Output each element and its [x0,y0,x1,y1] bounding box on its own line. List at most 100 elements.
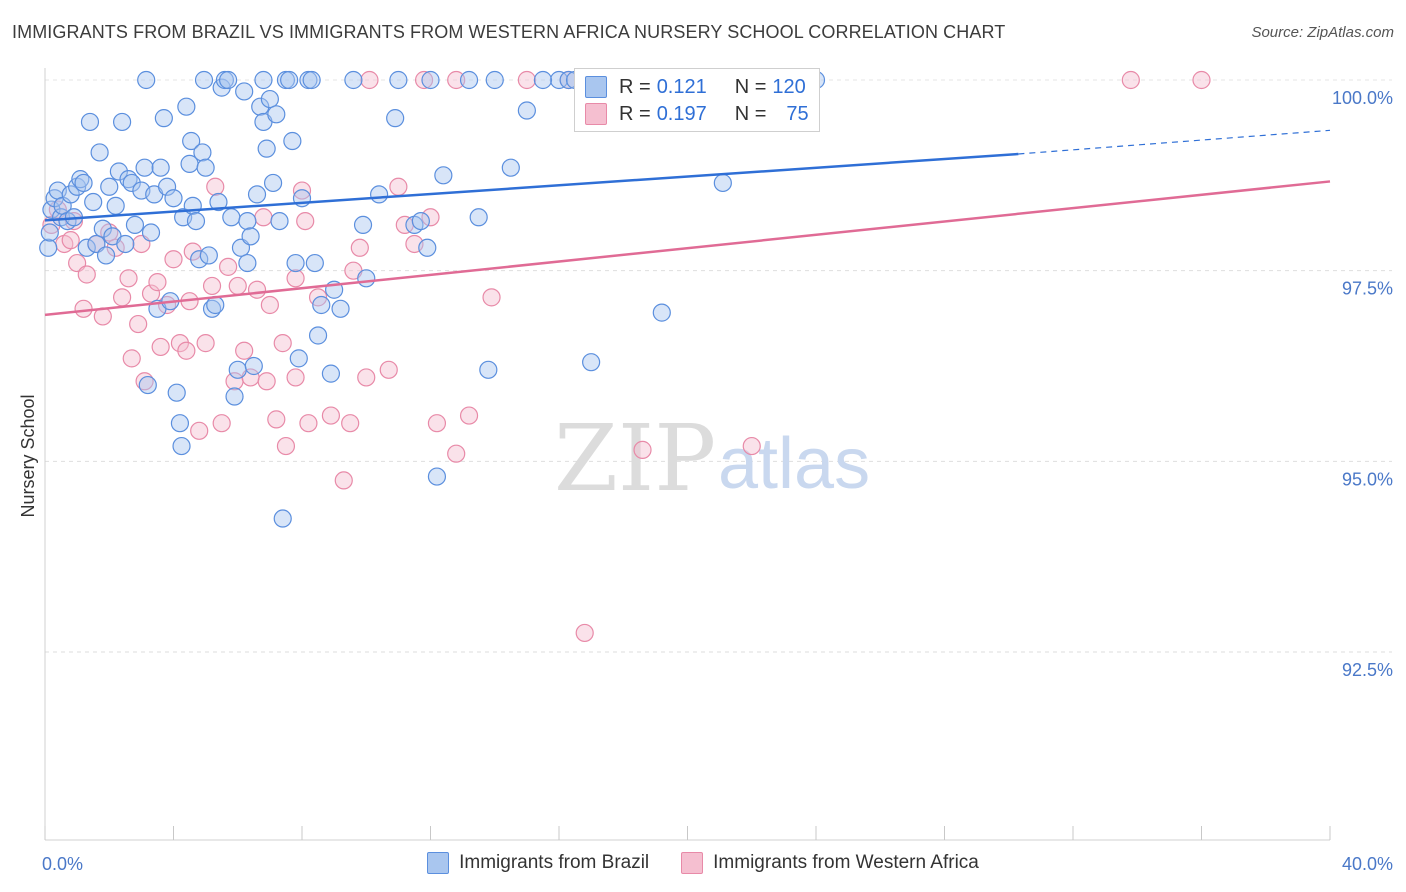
brazil-point [164,189,183,208]
western-africa-point [61,231,80,250]
western-africa-point [141,284,161,303]
brazil-point [209,192,228,212]
brazil-point [308,326,328,345]
brazil-point [238,253,257,273]
western-africa-point [299,414,318,433]
brazil-point [254,70,273,90]
western-africa-point [148,273,167,292]
western-africa-point [254,208,273,227]
brazil-point [196,158,215,177]
western-africa-point [247,280,267,299]
brazil-point [100,177,119,196]
watermark-zip: ZIP [554,405,716,512]
brazil-point [219,70,238,90]
y-tick-label: 97.5% [1342,279,1393,299]
brazil-point [154,109,173,128]
brazil-point [582,353,601,372]
western-africa-point [276,436,296,456]
western-africa-point [350,238,369,257]
western-africa-point [389,177,408,196]
brazil-point [170,414,190,433]
western-africa-point [260,295,279,315]
brazil-point [109,162,128,181]
western-africa-point [633,440,652,459]
western-africa-point [421,208,440,227]
western-africa-point [292,181,312,200]
axes [44,68,1331,841]
brazil-point [74,173,93,193]
brazil-point [122,173,141,193]
western-africa-point [267,410,286,429]
brazil-point [305,253,324,273]
y-tick-label: 92.5% [1342,660,1393,680]
brazil-point [190,250,209,269]
brazil-point [247,185,267,204]
western-africa-point [219,257,238,276]
brazil-point [357,269,376,288]
brazil-point [167,383,186,402]
brazil-point [40,223,59,242]
legend-swatch-pink [681,852,704,874]
legend-r-value: 0.121 [656,75,707,98]
brazil-point [238,211,257,231]
brazil-point [225,387,244,406]
western-africa-point [190,421,209,440]
western-africa-point [357,368,376,387]
brazil-point [77,238,96,257]
watermark-atlas: atlas [718,424,870,504]
chart-title: IMMIGRANTS FROM BRAZIL VS IMMIGRANTS FRO… [12,22,1006,42]
western-africa-point [122,349,141,368]
brazil-point [106,196,125,215]
legend-r-label: R = [619,75,651,98]
legend-r-label: R = [619,102,651,125]
x-tick-label: 40.0% [1342,854,1393,874]
western-africa-point [1192,70,1211,90]
western-africa-point [106,238,125,257]
brazil-point [286,253,305,273]
brazil-point [459,70,479,90]
western-africa-point [341,414,360,433]
brazil-point [263,173,283,193]
watermark: ZIP atlas [554,405,870,512]
western-africa-point [517,70,536,90]
legend-swatch-blue [427,852,450,874]
brazil-point [434,166,453,185]
brazil-point [331,299,350,318]
western-africa-point [112,288,132,307]
series-brazil-points [39,70,826,528]
brazil-trendline [44,152,1019,222]
western-africa-point [206,177,225,196]
brazil-point [138,375,157,395]
western-africa-point [164,250,183,269]
brazil-point [713,173,732,193]
brazil-point [273,509,292,528]
brazil-point [199,246,218,265]
legend-label-western-africa: Immigrants from Western Africa [713,852,979,873]
brazil-point [235,82,254,101]
brazil-point [280,70,299,90]
western-africa-point [427,414,447,433]
legend-row-western-africa: R = 0.197 N = 75 [585,101,809,127]
brazil-point [411,211,430,231]
brazil-point [84,192,103,212]
brazil-point [151,158,170,177]
western-africa-point [129,314,148,334]
y-tick-label: 100.0% [1332,88,1393,108]
brazil-point [501,158,520,177]
brazil-point [137,70,156,90]
brazil-point [312,295,331,315]
legend-swatch-pink [585,103,607,125]
western-africa-point [119,269,138,288]
western-africa-point [286,368,305,387]
brazil-point [186,211,206,231]
brazil-point [251,97,270,116]
brazil-point [182,131,201,151]
brazil-point [469,208,488,227]
brazil-point [353,215,373,235]
brazil-point [80,112,100,132]
brazil-point [289,349,308,368]
brazil-point [172,436,191,456]
legend-n-label: N = [734,75,767,98]
brazil-point [96,246,116,265]
brazil-point [344,70,363,90]
